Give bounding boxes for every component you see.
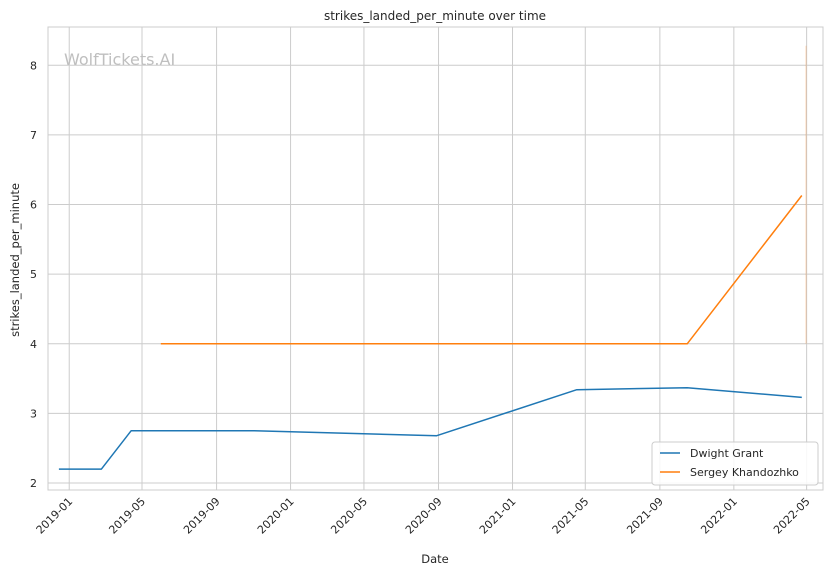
legend-label-sergey-khandozhko: Sergey Khandozhko — [690, 466, 799, 479]
y-axis-ticks: 2 3 4 5 6 7 8 — [30, 59, 37, 490]
y-tick-label: 3 — [30, 407, 37, 420]
watermark: WolfTickets.AI — [64, 50, 175, 69]
x-axis-label: Date — [421, 552, 449, 566]
series-line-dwight-grant — [58, 386, 802, 470]
y-tick-label: 2 — [30, 477, 37, 490]
legend-label-dwight-grant: Dwight Grant — [690, 447, 764, 460]
series-lines — [58, 195, 803, 470]
y-tick-label: 5 — [30, 268, 37, 281]
series-line-sergey-khandozhko — [160, 195, 803, 345]
y-tick-label: 4 — [30, 338, 37, 351]
y-tick-label: 8 — [30, 59, 37, 72]
chart-title: strikes_landed_per_minute over time — [324, 9, 546, 23]
y-axis-label: strikes_landed_per_minute — [8, 183, 22, 337]
legend-box — [651, 441, 819, 486]
legend: Dwight Grant Sergey Khandozhko — [651, 441, 819, 486]
y-tick-label: 6 — [30, 199, 37, 212]
plot-frame — [47, 26, 824, 491]
y-tick-label: 7 — [30, 129, 37, 142]
